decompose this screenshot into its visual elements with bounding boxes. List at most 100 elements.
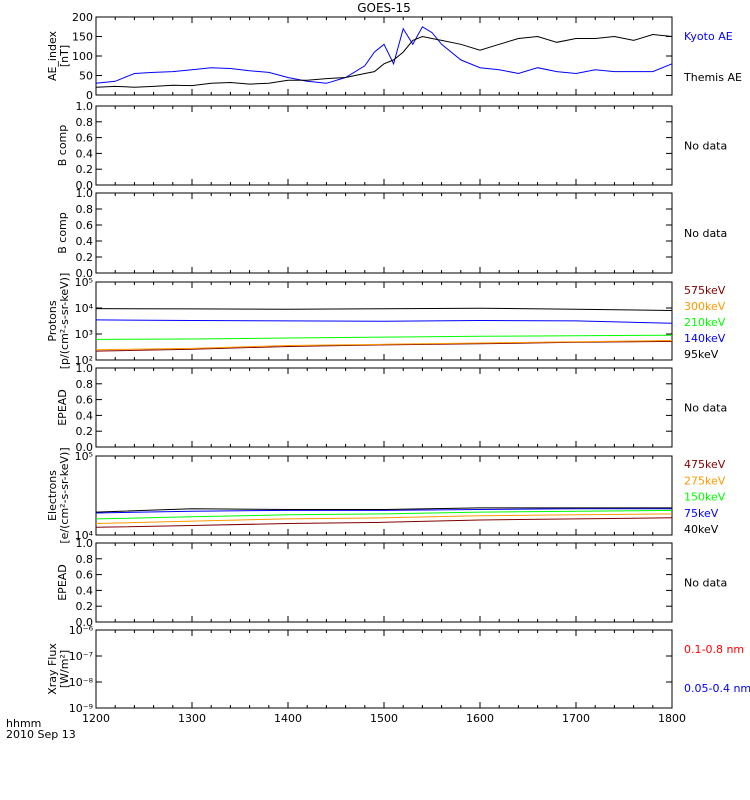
x-tick-label: 1200	[82, 712, 110, 725]
y-tick-label: 10⁻⁷	[69, 650, 93, 663]
legend-label: 95keV	[684, 348, 719, 361]
legend-label: 210keV	[684, 316, 726, 329]
series-line-150kev	[95, 509, 673, 520]
panel-ae: 0 50 100 150 200 AE_index [nT] Kyoto AE Themis A…	[46, 11, 742, 102]
y-tick-label: 50	[79, 70, 93, 83]
y-tick-label: 0.0	[76, 179, 94, 192]
series-line-210kev	[95, 334, 673, 340]
legend-label: 275keV	[684, 474, 726, 487]
y-axis-label: B comp	[56, 212, 69, 254]
y-tick-label: 0.4	[76, 235, 94, 248]
y-tick-label: 0.6	[76, 569, 94, 582]
x-tick-label: 1300	[178, 712, 206, 725]
y-tick-label: 1.0	[76, 187, 94, 200]
y-tick-label: 0.4	[76, 147, 94, 160]
panel-xray: 10⁻⁹ 10⁻⁸ 10⁻⁷ 10⁻⁶ Xray Flux [W/m²] 0.1-0.8 n…	[46, 624, 750, 715]
y-tick-label: 0.2	[76, 425, 94, 438]
y-tick-label: 0.8	[76, 203, 94, 216]
legend-label: 575keV	[684, 284, 726, 297]
panel-protons: 10² 10³ 10⁴ 10⁵ Protons [p/(cm²-s-sr-keV)] 575…	[46, 273, 726, 370]
y-tick-label: 10⁴	[75, 529, 94, 542]
y-tick-label: 0.6	[76, 219, 94, 232]
panel-frame	[95, 629, 673, 709]
x-tick-label: 1600	[466, 712, 494, 725]
x-tick-label: 1500	[370, 712, 398, 725]
y-axis-label: [p/(cm²-s-sr-keV)]	[58, 273, 71, 370]
y-tick-label: 0.2	[76, 600, 94, 613]
panel-frame	[95, 192, 673, 274]
y-tick-label: 1.0	[76, 100, 94, 113]
x-axis-ticks: 1200 1300 1400 1500 1600 1700 1800	[82, 712, 686, 725]
panel-frame	[95, 105, 673, 186]
y-tick-label: 10⁻⁹	[69, 702, 93, 715]
series-line-themis-ae	[95, 33, 673, 88]
y-tick-label: 0.4	[76, 409, 94, 422]
legend-label: 0.1-0.8 nm	[684, 643, 744, 656]
y-tick-label: 0.4	[76, 584, 94, 597]
panel-frame	[95, 542, 673, 623]
no-data-note: No data	[684, 577, 727, 590]
panel-epead1: 0.0 0.2 0.4 0.6 0.8 1.0 EPEAD No data	[56, 362, 727, 454]
time-axis-label: hhmm	[6, 717, 41, 730]
figure-title: GOES-15	[357, 1, 411, 15]
y-tick-label: 10⁴	[75, 302, 94, 315]
series-line-575kev	[95, 340, 673, 352]
y-tick-label: 10³	[75, 328, 93, 341]
legend-label: 300keV	[684, 300, 726, 313]
y-axis-label: EPEAD	[56, 564, 69, 601]
legend-label: 0.05-0.4 nm	[684, 682, 750, 695]
series-line-475kev	[95, 517, 673, 528]
y-axis-label: Xray Flux	[46, 643, 59, 695]
y-tick-label: 1.0	[76, 537, 94, 550]
x-tick-label: 1700	[562, 712, 590, 725]
panel-epead2: 0.0 0.2 0.4 0.6 0.8 1.0 EPEAD No data	[56, 537, 727, 629]
y-axis-label: [nT]	[58, 45, 71, 67]
series-line-300kev	[95, 340, 673, 351]
y-tick-label: 0.2	[76, 251, 94, 264]
panels-group: 0 50 100 150 200 AE_index [nT] Kyoto AE Themis A…	[46, 11, 750, 715]
panel-frame	[95, 16, 673, 96]
x-tick-label: 1800	[658, 712, 686, 725]
y-tick-label: 0	[86, 89, 93, 102]
y-tick-label: 0.2	[76, 163, 94, 176]
y-axis-label: Protons	[46, 300, 59, 341]
y-tick-label: 0.0	[76, 267, 94, 280]
date-label: 2010 Sep 13	[6, 728, 76, 741]
y-tick-label: 0.0	[76, 441, 94, 454]
y-tick-label: 0.0	[76, 616, 94, 629]
y-tick-label: 0.6	[76, 394, 94, 407]
y-axis-label: [e/(cm²-s-sr-keV)]	[58, 447, 71, 543]
legend-label: 40keV	[684, 523, 719, 536]
series-line-95kev	[95, 307, 673, 311]
panel-b1: 0.0 0.2 0.4 0.6 0.8 1.0 B comp No data	[56, 100, 727, 192]
no-data-note: No data	[684, 140, 727, 153]
y-tick-label: 0.8	[76, 553, 94, 566]
y-tick-label: 10⁻⁸	[69, 676, 94, 689]
y-tick-label: 0.6	[76, 132, 94, 145]
y-tick-label: 10²	[75, 354, 93, 367]
panel-b2: 0.0 0.2 0.4 0.6 0.8 1.0 B comp No data	[56, 187, 727, 280]
y-tick-label: 200	[72, 11, 93, 24]
no-data-note: No data	[684, 402, 727, 415]
no-data-note: No data	[684, 227, 727, 240]
y-tick-label: 0.8	[76, 378, 94, 391]
legend-label: 75keV	[684, 507, 719, 520]
series-line-275kev	[95, 513, 673, 524]
series-line-40kev	[95, 507, 672, 513]
panel-frame	[95, 455, 673, 536]
y-axis-label: Electrons	[46, 470, 59, 521]
x-tick-label: 1400	[274, 712, 302, 725]
y-axis-label: [W/m²]	[58, 650, 71, 688]
series-line-140kev	[95, 319, 673, 324]
y-tick-label: 10⁻⁶	[69, 624, 94, 637]
y-tick-label: 10⁵	[75, 450, 93, 463]
y-tick-label: 150	[72, 31, 93, 44]
legend-label: 150keV	[684, 491, 726, 504]
panel-frame	[95, 367, 673, 448]
y-axis-label: B comp	[56, 125, 69, 167]
y-tick-label: 100	[72, 50, 93, 63]
y-tick-label: 0.8	[76, 116, 94, 129]
legend-label: 475keV	[684, 458, 726, 471]
panel-electrons: 10⁴ 10⁵ Electrons [e/(cm²-s-sr-keV)] 475keV 2…	[46, 447, 726, 543]
